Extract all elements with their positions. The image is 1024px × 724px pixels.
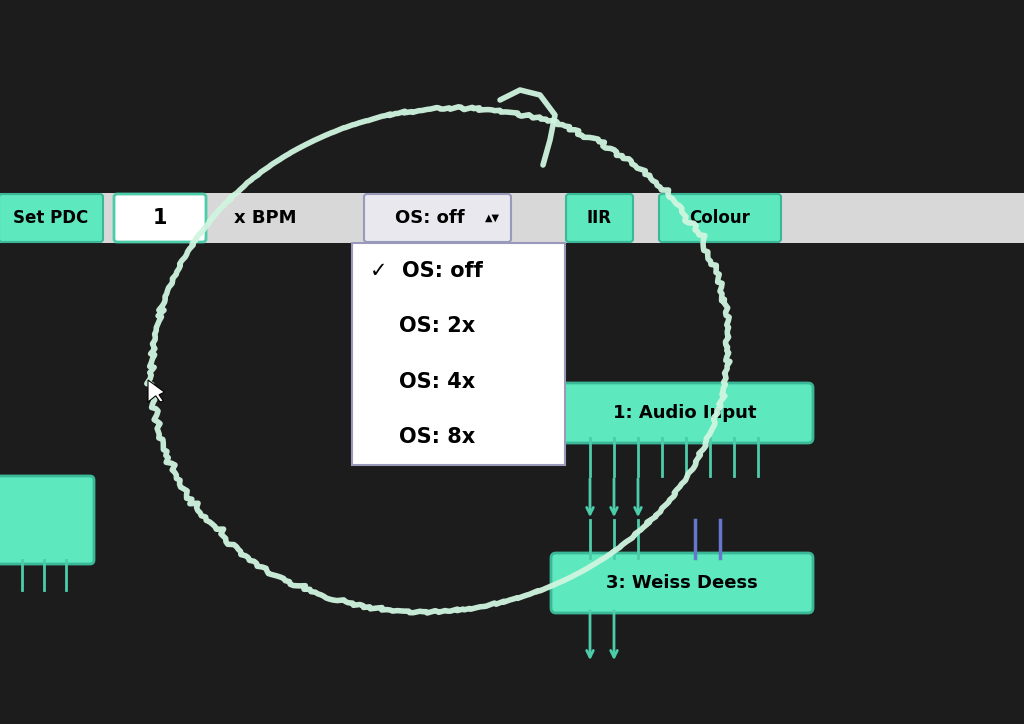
Text: OS: 4x: OS: 4x — [370, 371, 475, 392]
Text: 3: Weiss Deess: 3: Weiss Deess — [606, 574, 758, 592]
Text: 1: 1 — [153, 208, 167, 228]
Text: IIR: IIR — [587, 209, 612, 227]
FancyBboxPatch shape — [566, 194, 633, 242]
Bar — [352, 243, 565, 465]
Text: ✓  OS: off: ✓ OS: off — [370, 261, 483, 281]
FancyBboxPatch shape — [659, 194, 781, 242]
FancyBboxPatch shape — [0, 476, 94, 564]
FancyBboxPatch shape — [557, 383, 813, 443]
Text: 1: Audio Input: 1: Audio Input — [613, 404, 757, 422]
Text: OS: 8x: OS: 8x — [370, 427, 475, 447]
Text: OS: 2x: OS: 2x — [370, 316, 475, 336]
Bar — [0, 193, 1024, 243]
FancyBboxPatch shape — [551, 553, 813, 613]
FancyBboxPatch shape — [0, 194, 103, 242]
Text: OS: off: OS: off — [394, 209, 464, 227]
Text: ▲▼: ▲▼ — [484, 213, 500, 223]
Text: Set PDC: Set PDC — [13, 209, 89, 227]
Text: x BPM: x BPM — [233, 209, 296, 227]
FancyBboxPatch shape — [364, 194, 511, 242]
FancyBboxPatch shape — [114, 194, 206, 242]
Text: Colour: Colour — [689, 209, 751, 227]
Polygon shape — [148, 380, 165, 402]
